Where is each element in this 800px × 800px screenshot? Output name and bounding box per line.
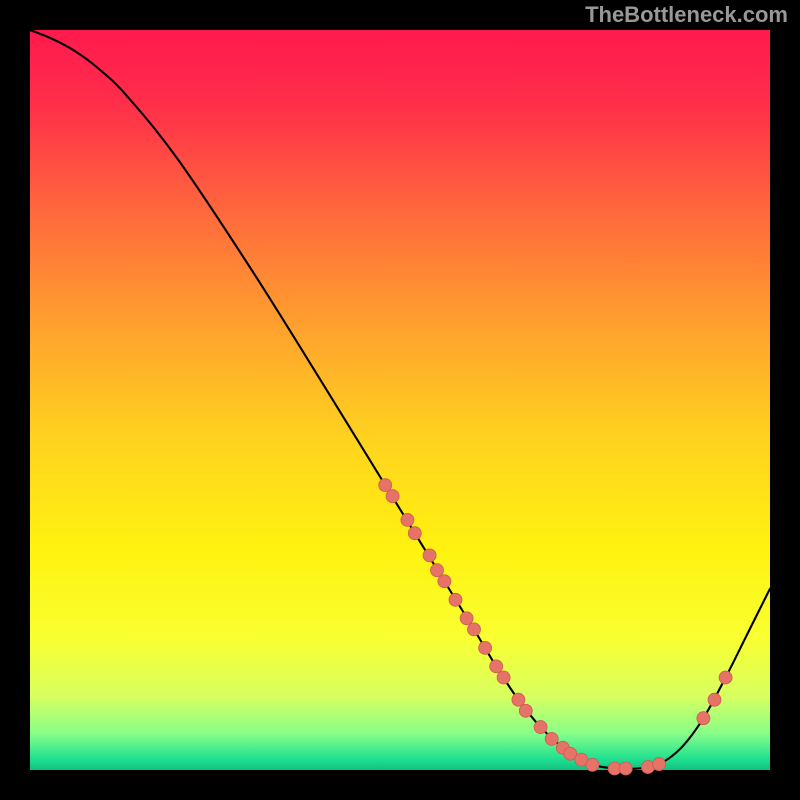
marker-point (497, 671, 510, 684)
marker-point (449, 593, 462, 606)
marker-point (401, 513, 414, 526)
marker-point (586, 758, 599, 771)
marker-point (545, 732, 558, 745)
chart-background (30, 30, 770, 770)
marker-point (379, 479, 392, 492)
marker-point (719, 671, 732, 684)
marker-point (479, 641, 492, 654)
marker-point (468, 623, 481, 636)
marker-point (408, 527, 421, 540)
marker-point (653, 758, 666, 771)
marker-point (438, 575, 451, 588)
marker-point (619, 762, 632, 775)
marker-point (386, 490, 399, 503)
marker-point (534, 721, 547, 734)
marker-point (708, 693, 721, 706)
marker-point (519, 704, 532, 717)
marker-point (460, 612, 473, 625)
marker-point (512, 693, 525, 706)
marker-point (423, 549, 436, 562)
marker-point (490, 660, 503, 673)
bottleneck-chart (0, 0, 800, 800)
marker-point (697, 712, 710, 725)
marker-point (431, 564, 444, 577)
chart-container: { "watermark": { "text": "TheBottleneck.… (0, 0, 800, 800)
watermark-text: TheBottleneck.com (585, 2, 788, 28)
